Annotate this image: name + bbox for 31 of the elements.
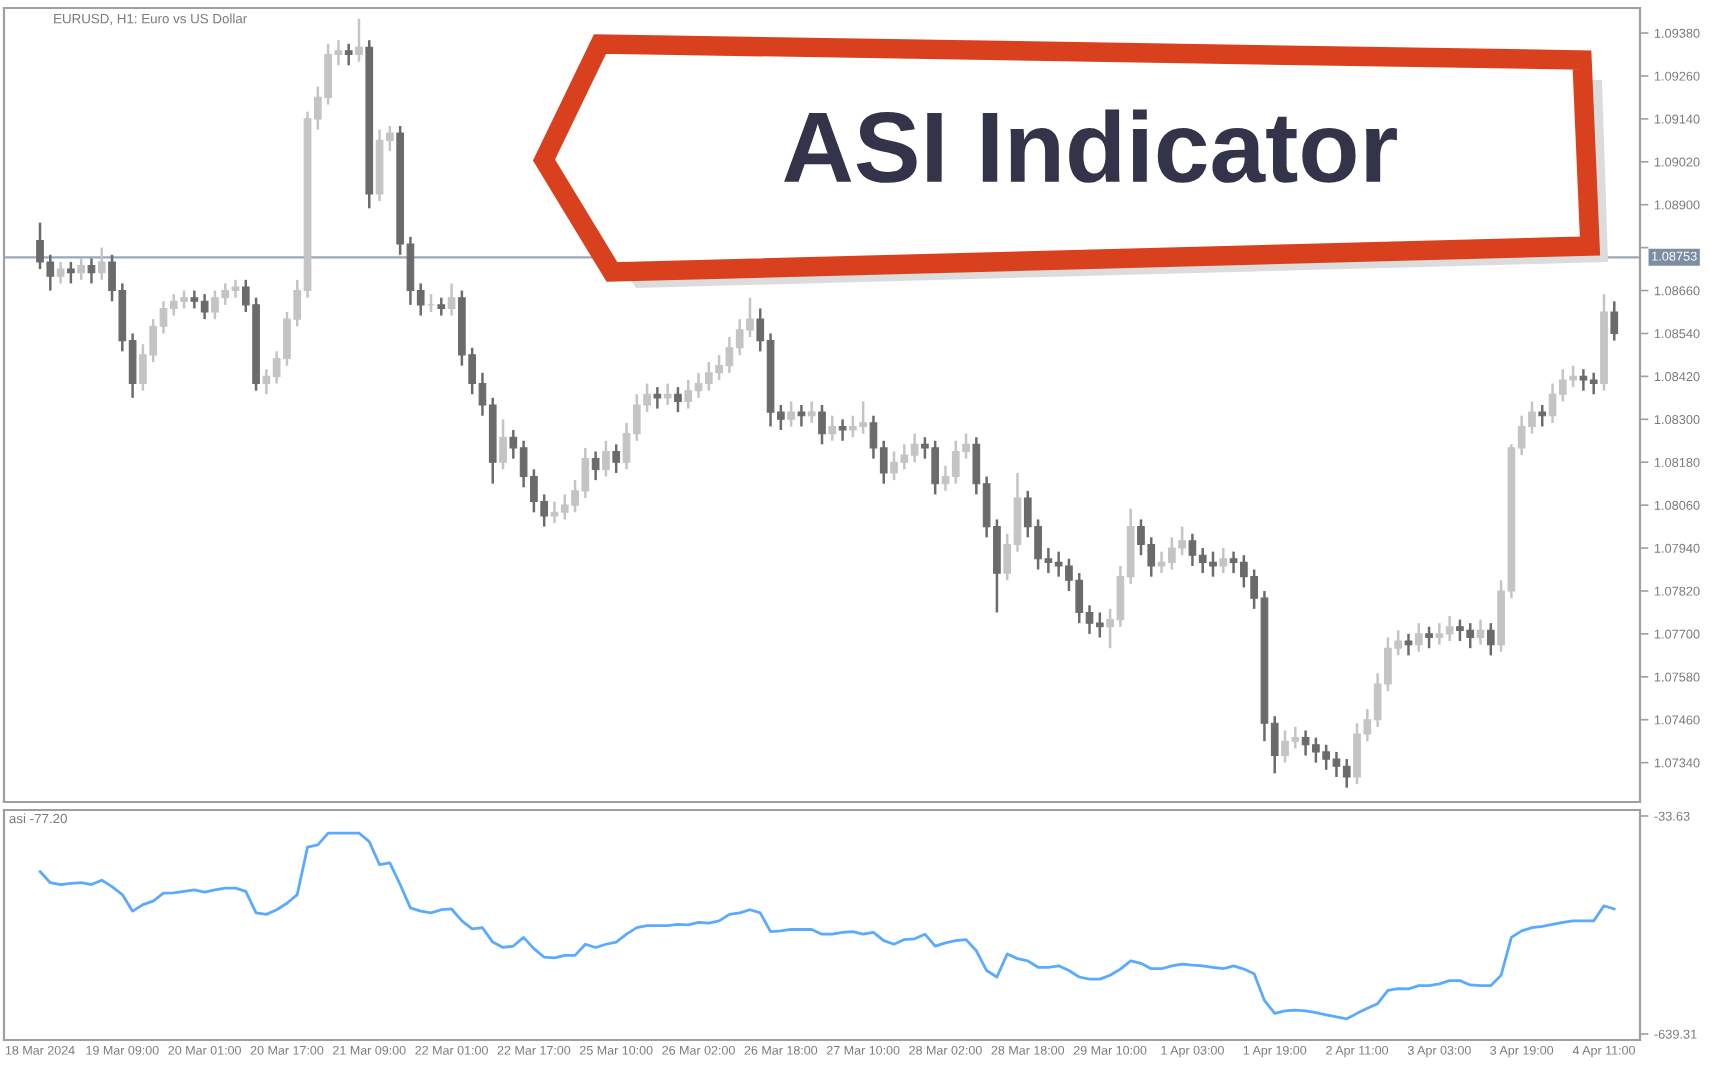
candlestick: [1425, 625, 1433, 650]
candlestick: [87, 257, 96, 285]
candlestick: [828, 414, 837, 443]
candlestick: [612, 443, 621, 475]
candlestick: [663, 382, 672, 407]
candlestick: [1414, 621, 1423, 654]
candlestick: [97, 246, 106, 282]
candlestick: [1404, 632, 1413, 657]
candlestick: [499, 418, 507, 471]
candlestick: [1610, 300, 1619, 342]
line-series: [38, 831, 1616, 1021]
candlestick: [447, 282, 456, 317]
candlestick: [1538, 403, 1547, 428]
candlestick: [602, 439, 610, 478]
candlestick: [1476, 618, 1485, 646]
candlestick: [653, 385, 662, 410]
annotation: ASI Indicator: [784, 109, 1397, 183]
candlestick: [344, 42, 353, 67]
candlestick: [591, 450, 600, 482]
candlestick: [56, 260, 65, 285]
candlestick: [787, 400, 795, 428]
candlestick: [1486, 621, 1495, 657]
candlestick: [807, 400, 816, 425]
candlestick: [797, 403, 806, 428]
candlestick: [818, 403, 826, 446]
candlestick: [355, 17, 363, 63]
candlestick: [77, 257, 86, 282]
candlestick: [838, 418, 847, 443]
candlestick: [674, 385, 682, 414]
candlestick: [67, 260, 75, 285]
candlestick: [1219, 546, 1228, 575]
